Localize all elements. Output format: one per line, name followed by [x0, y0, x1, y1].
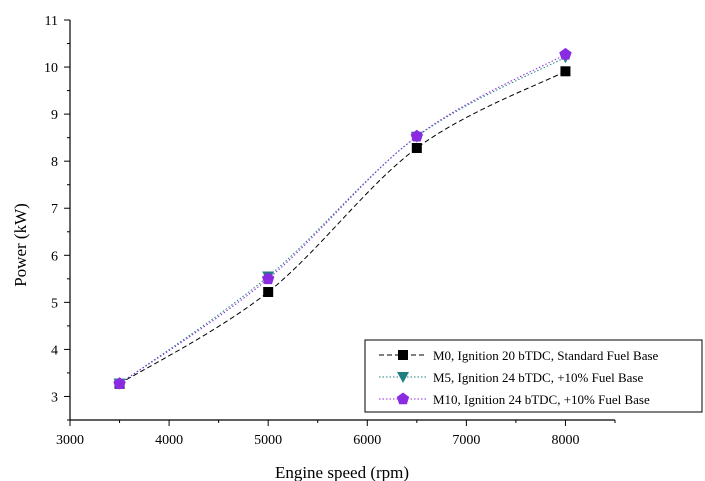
- series-2: [113, 47, 572, 390]
- y-tick-label: 11: [45, 14, 58, 29]
- y-tick-label: 7: [51, 202, 58, 217]
- data-point-0-3: [560, 66, 571, 77]
- series-layer: [113, 47, 572, 390]
- x-tick-label: 6000: [353, 433, 381, 448]
- x-tick-label: 3000: [56, 433, 84, 448]
- data-point-2-0: [113, 377, 126, 390]
- y-axis-title: Power (kW): [11, 203, 30, 287]
- series-1: [113, 52, 572, 390]
- legend-label-2: M10, Ignition 24 bTDC, +10% Fuel Base: [433, 392, 650, 407]
- x-tick-label: 5000: [254, 433, 282, 448]
- y-tick-label: 9: [51, 108, 58, 123]
- data-point-0-2: [411, 143, 422, 153]
- y-tick-label: 4: [51, 343, 58, 358]
- data-point-2-1: [262, 272, 275, 285]
- y-tick-label: 3: [51, 390, 58, 405]
- x-tick-label: 7000: [452, 433, 480, 448]
- series-line-0: [119, 70, 566, 385]
- data-point-2-2: [410, 129, 423, 142]
- series-line-1: [119, 56, 566, 385]
- legend-label-0: M0, Ignition 20 bTDC, Standard Fuel Base: [433, 348, 659, 363]
- x-axis-title: Engine speed (rpm): [275, 463, 409, 481]
- y-tick-label: 8: [51, 155, 58, 170]
- data-point-0-1: [263, 287, 274, 297]
- legend-marker-1: [397, 372, 409, 383]
- x-tick-label: 4000: [155, 433, 183, 448]
- legend: M0, Ignition 20 bTDC, Standard Fuel Base…: [364, 339, 703, 413]
- axes-layer: 3000 4000 5000 6000 7000 8000 3 4 5 6 7 8 9 10 11: [44, 14, 616, 448]
- legend-box: [364, 339, 703, 413]
- y-tick-label: 10: [44, 61, 58, 76]
- y-tick-label: 6: [51, 249, 58, 264]
- y-tick-label: 5: [51, 296, 58, 311]
- series-line-2: [119, 53, 566, 385]
- legend-marker-2: [396, 392, 410, 405]
- data-point-2-3: [559, 47, 572, 60]
- x-tick-label: 8000: [551, 433, 579, 448]
- legend-marker-0: [398, 350, 408, 360]
- legend-label-1: M5, Ignition 24 bTDC, +10% Fuel Base: [433, 370, 643, 385]
